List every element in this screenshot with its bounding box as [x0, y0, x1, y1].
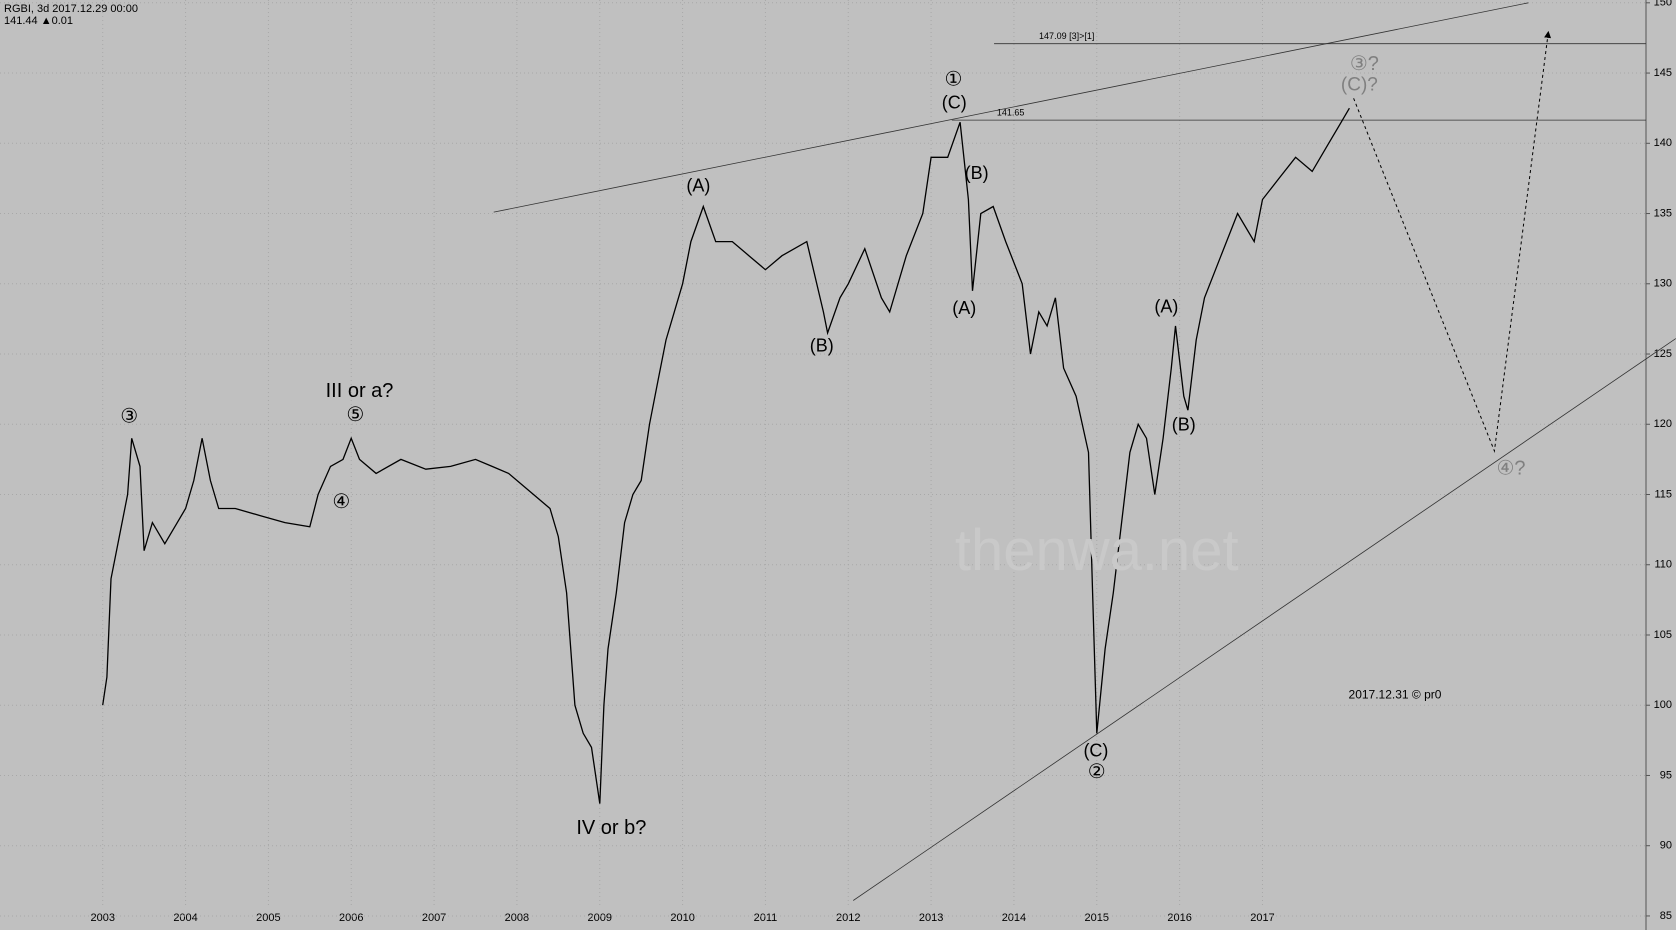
- x-tick-label: 2009: [588, 912, 612, 924]
- annotation: ④: [332, 491, 350, 513]
- x-tick-label: 2005: [256, 912, 280, 924]
- y-tick-label: 145: [1654, 67, 1672, 79]
- annotation: ①: [945, 68, 963, 90]
- chart-title: RGBI, 3d 2017.12.29 00:00: [4, 3, 138, 15]
- y-tick-label: 100: [1654, 699, 1672, 711]
- x-tick-label: 2016: [1167, 912, 1191, 924]
- x-tick-label: 2015: [1085, 912, 1109, 924]
- x-tick-label: 2012: [836, 912, 860, 924]
- y-tick-label: 105: [1654, 629, 1672, 641]
- annotation: ③: [120, 406, 138, 428]
- annotation: (B): [965, 163, 989, 183]
- x-tick-label: 2011: [754, 912, 778, 924]
- forecast-path: [1353, 30, 1552, 453]
- y-tick-label: 125: [1654, 348, 1672, 360]
- x-tick-label: 2010: [670, 912, 694, 924]
- price-line: [102, 107, 1350, 804]
- annotation: ③?: [1350, 53, 1379, 75]
- y-tick-label: 85: [1660, 910, 1672, 922]
- annotation: (C): [1083, 740, 1108, 760]
- y-tick-label: 95: [1660, 769, 1672, 781]
- annotation: (A): [686, 176, 710, 196]
- trend-line: [493, 2, 1529, 213]
- annotation: (A): [952, 298, 976, 318]
- y-tick-label: 150: [1654, 0, 1672, 9]
- chart-subtitle: 141.44 ▲0.01: [4, 15, 73, 27]
- x-tick-label: 2014: [1002, 912, 1026, 924]
- x-tick-label: 2007: [422, 912, 446, 924]
- annotation: thenwa.net: [955, 518, 1239, 583]
- y-tick-label: 120: [1654, 418, 1672, 430]
- annotation: ④?: [1496, 457, 1525, 479]
- annotation: (C)?: [1341, 75, 1378, 96]
- y-tick-label: 140: [1654, 137, 1672, 149]
- annotation: (C): [942, 93, 967, 113]
- annotation: ⑤: [346, 404, 364, 426]
- x-tick-label: 2003: [90, 912, 114, 924]
- y-tick-label: 115: [1654, 488, 1672, 500]
- x-tick-label: 2004: [173, 912, 197, 924]
- y-tick-label: 110: [1654, 559, 1672, 571]
- annotation: 2017.12.31 © pr0: [1349, 688, 1442, 702]
- y-tick-label: 130: [1654, 278, 1672, 290]
- level-label: 147.09 [3]>[1]: [1039, 31, 1094, 41]
- y-tick-label: 90: [1660, 840, 1672, 852]
- x-tick-label: 2013: [919, 912, 943, 924]
- trend-line: [853, 338, 1676, 901]
- y-tick-label: 135: [1654, 207, 1672, 219]
- x-tick-label: 2008: [505, 912, 529, 924]
- x-tick-label: 2006: [339, 912, 363, 924]
- annotation: III or a?: [326, 380, 394, 402]
- annotation: (B): [810, 336, 834, 356]
- annotation: IV or b?: [576, 817, 646, 839]
- annotation: ②: [1088, 761, 1106, 783]
- annotation: (A): [1154, 296, 1178, 316]
- annotation: (B): [1172, 414, 1196, 434]
- level-label: 141.65: [997, 107, 1025, 117]
- x-tick-label: 2017: [1250, 912, 1274, 924]
